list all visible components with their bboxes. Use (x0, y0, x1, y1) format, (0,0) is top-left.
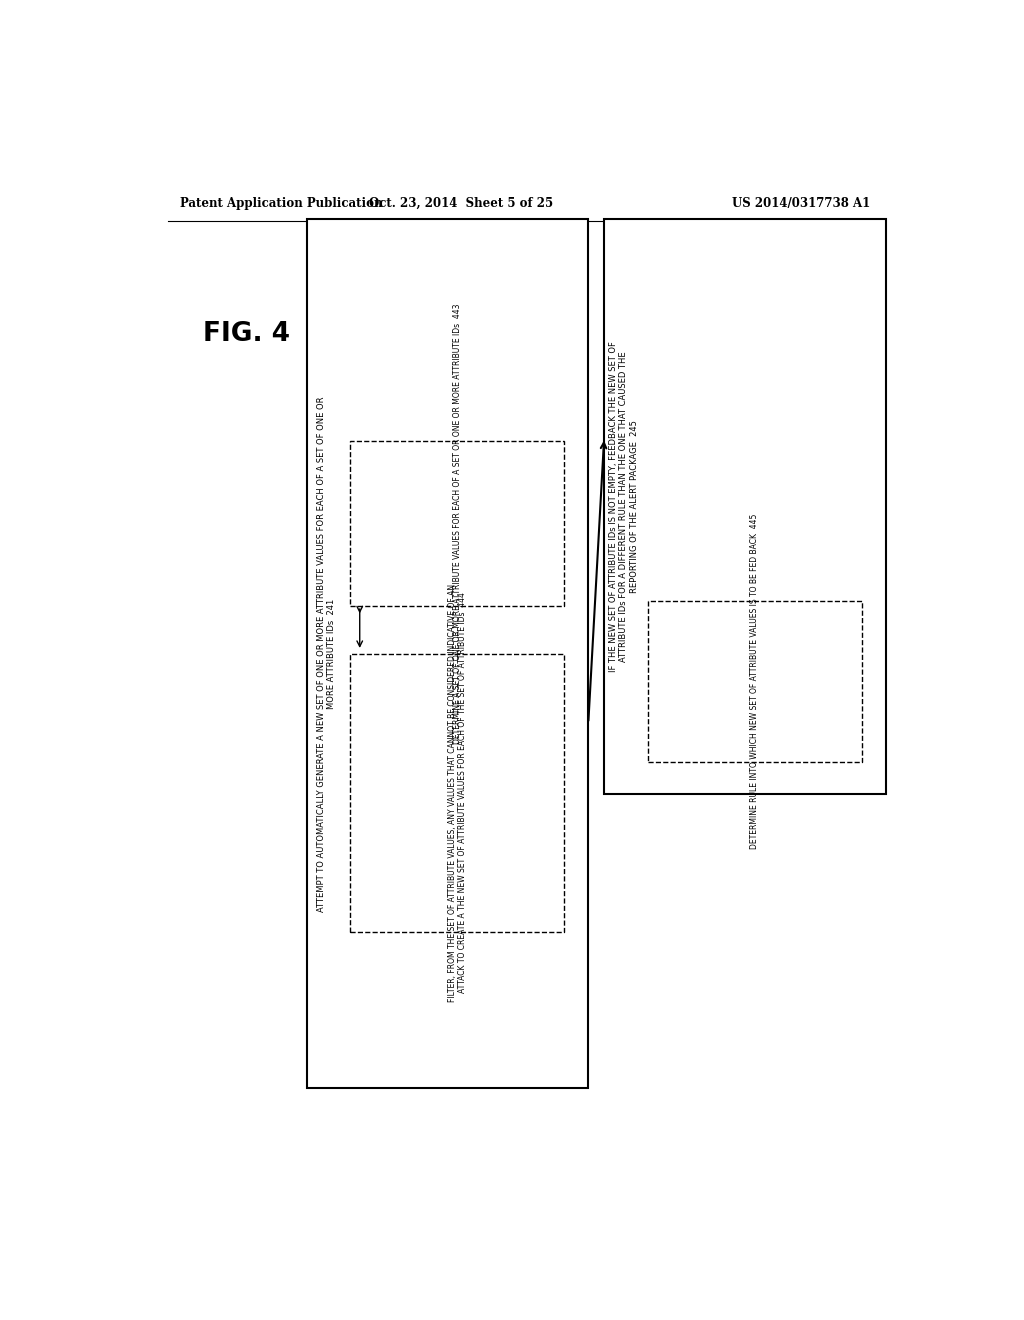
Text: FIG. 4: FIG. 4 (204, 321, 291, 347)
Bar (350, 441, 564, 606)
Text: FILTER, FROM THE SET OF ATTRIBUTE VALUES, ANY VALUES THAT CANNOT BE CONSIDERED I: FILTER, FROM THE SET OF ATTRIBUTE VALUES… (447, 583, 467, 1002)
Text: ATTEMPT TO AUTOMATICALLY GENERATE A NEW SET OF ONE OR MORE ATTRIBUTE VALUES FOR : ATTEMPT TO AUTOMATICALLY GENERATE A NEW … (316, 396, 336, 912)
Text: IF THE NEW SET OF ATTRIBUTE IDs IS NOT EMPTY, FEEDBACK THE NEW SET OF
ATTRIBUTE : IF THE NEW SET OF ATTRIBUTE IDs IS NOT E… (609, 341, 639, 672)
Text: DETERMINE A SET OF ONE OR MORE ATTRIBUTE VALUES FOR EACH OF A SET OR ONE OR MORE: DETERMINE A SET OF ONE OR MORE ATTRIBUTE… (453, 304, 462, 743)
Bar (604, 219, 886, 793)
Text: Oct. 23, 2014  Sheet 5 of 25: Oct. 23, 2014 Sheet 5 of 25 (370, 197, 553, 210)
Text: DETERMINE RULE INTO WHICH NEW SET OF ATTRIBUTE VALUES IS TO BE FED BACK  445: DETERMINE RULE INTO WHICH NEW SET OF ATT… (751, 513, 760, 849)
Bar (648, 602, 862, 762)
Bar (350, 653, 564, 932)
Text: Patent Application Publication: Patent Application Publication (179, 197, 382, 210)
Text: US 2014/0317738 A1: US 2014/0317738 A1 (732, 197, 870, 210)
Bar (306, 219, 588, 1089)
